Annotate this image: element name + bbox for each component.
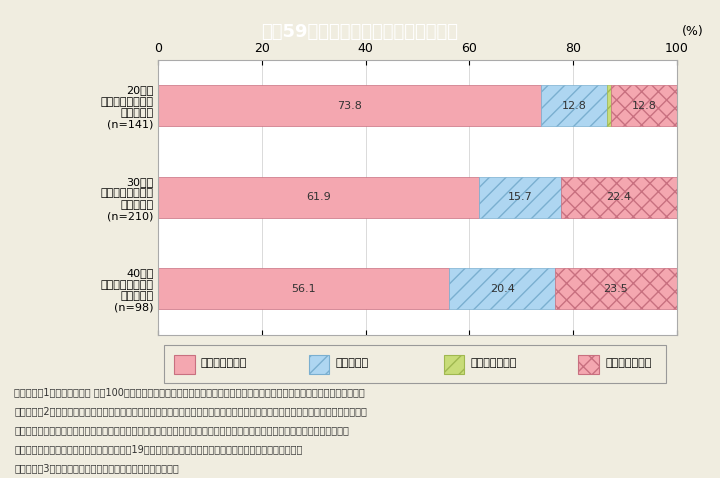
Text: 61.9: 61.9 xyxy=(307,192,331,202)
Text: 56.1: 56.1 xyxy=(292,284,316,294)
Text: 15.7: 15.7 xyxy=(508,192,532,202)
Bar xyxy=(158,176,480,218)
FancyBboxPatch shape xyxy=(578,355,599,374)
Bar xyxy=(561,176,677,218)
Text: 23.5: 23.5 xyxy=(603,284,629,294)
Bar xyxy=(611,85,678,126)
Text: 20.4: 20.4 xyxy=(490,284,515,294)
Text: 中学校・高校卒: 中学校・高校卒 xyxy=(201,358,247,368)
Text: (%): (%) xyxy=(682,25,703,38)
Bar xyxy=(541,85,608,126)
Text: 22.4: 22.4 xyxy=(606,192,631,202)
Text: 特－59図　シングルマザーの最終学歴: 特－59図 シングルマザーの最終学歴 xyxy=(261,23,459,41)
Text: （備考）　1．「令和３年度 人生100年時代における結婚・仕事・収入に関する調査」（令和３年度内閣府委託調査）より作成。: （備考） 1．「令和３年度 人生100年時代における結婚・仕事・収入に関する調査… xyxy=(14,387,365,397)
Text: 73.8: 73.8 xyxy=(337,100,362,110)
Text: 3．「中学校・高校卒」には、専門学校卒も含む。: 3．「中学校・高校卒」には、専門学校卒も含む。 xyxy=(14,464,179,474)
Text: 2．ここでの「シングルマザー」は、離婚・死別経験があり子供がいる女性で、「離婚時の年齢」「第一子を持った年齢」: 2．ここでの「シングルマザー」は、離婚・死別経験があり子供がいる女性で、「離婚時… xyxy=(14,406,367,416)
Bar xyxy=(449,268,555,309)
Bar xyxy=(608,85,611,126)
Bar xyxy=(158,85,541,126)
Bar xyxy=(158,268,449,309)
Bar xyxy=(555,268,677,309)
Text: 12.8: 12.8 xyxy=(562,100,587,110)
Text: 短期大学卒: 短期大学卒 xyxy=(336,358,369,368)
FancyBboxPatch shape xyxy=(309,355,330,374)
Text: のどちらも回答している人、かつ、最初に離婚した時に第一子がいる（離婚時の年齢が第一子を持った年齢を上回: のどちらも回答している人、かつ、最初に離婚した時に第一子がいる（離婚時の年齢が第… xyxy=(14,425,349,435)
FancyBboxPatch shape xyxy=(174,355,194,374)
Text: 12.8: 12.8 xyxy=(631,100,657,110)
Text: る）人、かつ、離婚時に子供が19歳以下の人、かつ現在配偶者がいない人を対象としている。: る）人、かつ、離婚時に子供が19歳以下の人、かつ現在配偶者がいない人を対象として… xyxy=(14,445,303,455)
Text: 高等専門学校卒: 高等専門学校卒 xyxy=(470,358,517,368)
Text: 大学・大学院卒: 大学・大学院卒 xyxy=(606,358,652,368)
FancyBboxPatch shape xyxy=(444,355,464,374)
Bar xyxy=(480,176,561,218)
